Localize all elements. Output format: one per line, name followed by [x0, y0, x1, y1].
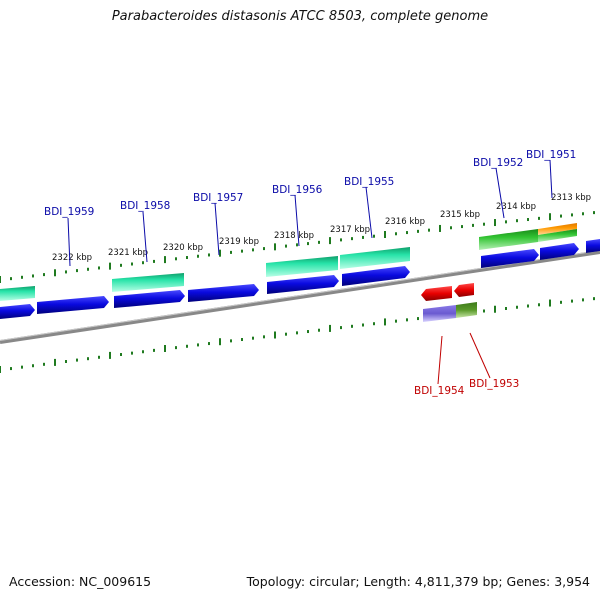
gene-bar[interactable]	[340, 247, 410, 269]
genome-backbone	[0, 250, 600, 344]
cds-arrow[interactable]	[37, 296, 109, 314]
gene-bar[interactable]	[423, 305, 456, 322]
upper-tick-row	[0, 211, 595, 283]
genome-stats-text: Topology: circular; Length: 4,811,379 bp…	[246, 574, 590, 589]
top-label-leaders	[67, 159, 553, 267]
cds-arrow[interactable]	[0, 304, 35, 319]
kbp-label: 2321 kbp	[108, 248, 148, 258]
gene-label-bdi-1953[interactable]: BDI_1953	[469, 378, 519, 390]
cds-arrow[interactable]	[188, 284, 259, 302]
gene-label-bdi-1954[interactable]: BDI_1954	[414, 385, 465, 397]
gene-bar[interactable]	[538, 229, 577, 242]
kbp-label: 2322 kbp	[52, 253, 92, 263]
kbp-label: 2318 kbp	[274, 231, 314, 241]
cds-arrow[interactable]	[342, 266, 410, 286]
kbp-label: 2317 kbp	[330, 225, 370, 235]
gene-bar[interactable]	[479, 229, 538, 250]
gene-bar[interactable]	[538, 223, 577, 235]
kbp-label: 2319 kbp	[219, 237, 259, 247]
cds-arrow[interactable]	[114, 290, 185, 308]
cds-arrow[interactable]	[540, 243, 579, 260]
kbp-label: 2314 kbp	[496, 202, 536, 212]
kbp-label: 2315 kbp	[440, 210, 480, 220]
cds-arrow[interactable]	[586, 239, 600, 253]
cds-arrow[interactable]	[481, 249, 539, 268]
gene-bar[interactable]	[0, 286, 35, 301]
kbp-label: 2313 kbp	[551, 193, 591, 203]
rna-arrow[interactable]	[421, 286, 452, 301]
map-title: Parabacteroides distasonis ATCC 8503, co…	[111, 9, 489, 24]
bottom-gene-labels: BDI_1954 BDI_1953	[414, 378, 519, 397]
gene-label-bdi-1957[interactable]: BDI_1957	[193, 192, 243, 204]
bottom-label-leaders	[437, 332, 491, 385]
gene-bar[interactable]	[112, 273, 184, 292]
gene-label-bdi-1956[interactable]: BDI_1956	[272, 184, 323, 196]
gene-bar[interactable]	[456, 302, 477, 318]
gene-label-bdi-1955[interactable]: BDI_1955	[344, 176, 394, 188]
upper-cds-track	[0, 239, 600, 319]
rna-arrow[interactable]	[454, 283, 474, 297]
gene-label-bdi-1952[interactable]: BDI_1952	[473, 157, 523, 169]
top-gene-labels: BDI_1959 BDI_1958 BDI_1957 BDI_1956 BDI_…	[44, 149, 576, 218]
accession-text: Accession: NC_009615	[9, 574, 152, 589]
cds-arrow[interactable]	[267, 275, 339, 294]
upper-gene-track	[0, 223, 577, 301]
gene-label-bdi-1959[interactable]: BDI_1959	[44, 206, 94, 218]
gene-label-bdi-1951[interactable]: BDI_1951	[526, 149, 576, 161]
kbp-label: 2320 kbp	[163, 243, 203, 253]
kbp-label: 2316 kbp	[385, 217, 425, 227]
gene-bar[interactable]	[266, 256, 338, 277]
kbp-scale-labels: 2322 kbp 2321 kbp 2320 kbp 2319 kbp 2318…	[52, 193, 591, 263]
gene-label-bdi-1958[interactable]: BDI_1958	[120, 200, 170, 212]
lower-strand-track	[421, 283, 477, 322]
